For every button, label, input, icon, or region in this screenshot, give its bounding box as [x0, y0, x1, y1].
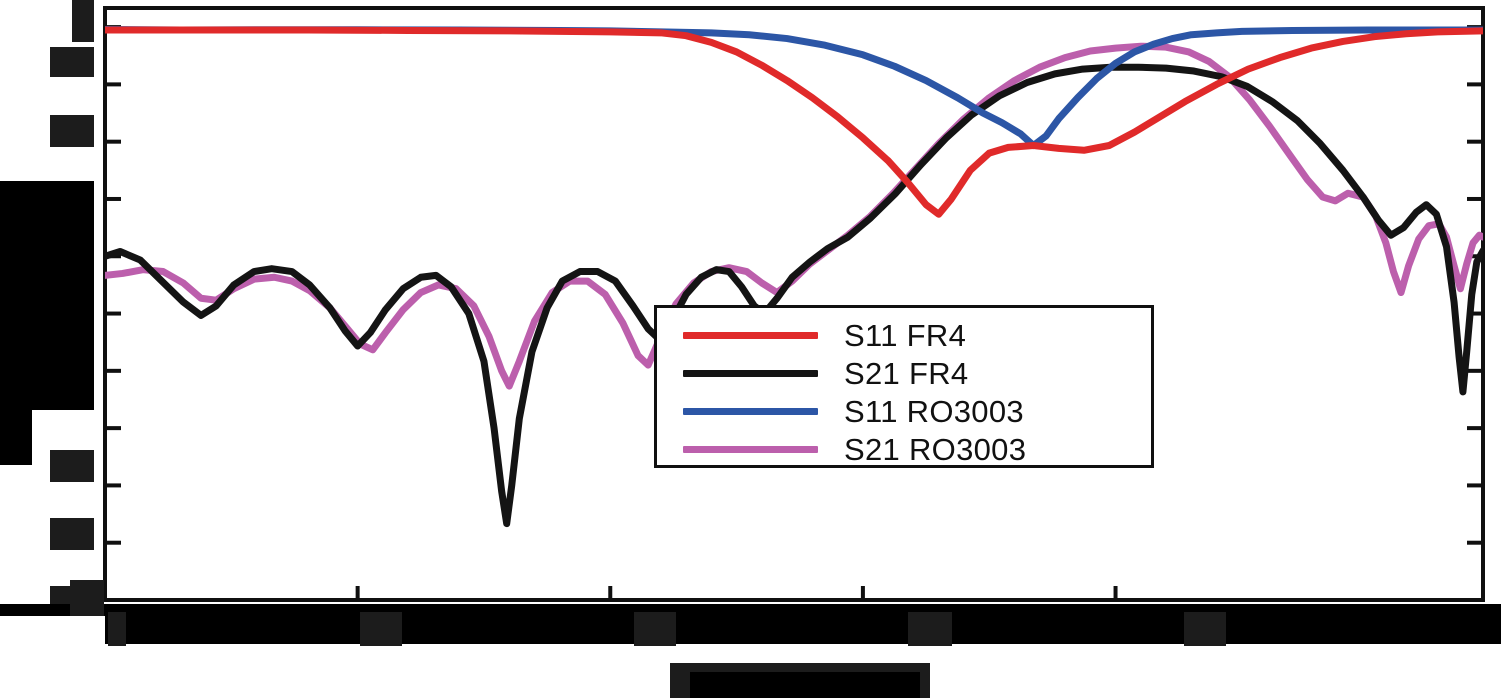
legend-entry-s21-ro3003: S21 RO3003 — [657, 430, 1151, 468]
ytick-label-2-redaction — [50, 115, 94, 147]
legend-entry-s11-ro3003: S11 RO3003 — [657, 392, 1151, 430]
x-axis-title-redaction-core — [690, 672, 920, 698]
xtick-label-3-redaction — [908, 612, 952, 646]
xtick-label-2-redaction — [634, 612, 676, 646]
legend-label-s11-fr4: S11 FR4 — [844, 317, 967, 353]
chart-legend: S11 FR4 S21 FR4 S11 RO3003 S21 RO3003 — [654, 305, 1154, 468]
ytick-label-6-redaction — [50, 450, 94, 482]
ytick-label-7-redaction — [50, 518, 94, 550]
legend-swatch-s11-ro3003 — [683, 407, 818, 415]
ytick-label-4-redaction — [30, 258, 94, 330]
legend-swatch-s21-fr4 — [683, 369, 818, 377]
series-s21-fr4 — [105, 63, 1483, 528]
y-axis-title-redaction-d — [0, 405, 32, 465]
y-axis-title-redaction-c — [0, 330, 34, 410]
ytick-label-3-redaction — [38, 181, 94, 258]
ytick-label-0-redaction — [72, 0, 94, 42]
origin-label-redaction — [70, 580, 104, 616]
y-axis-title-redaction-a — [0, 181, 38, 258]
y-axis-title-redaction-b — [0, 258, 30, 330]
xtick-label-1-redaction — [360, 612, 402, 646]
legend-entry-s21-fr4: S21 FR4 — [657, 354, 1151, 392]
series-s11-fr4 — [105, 26, 1483, 218]
legend-entry-s11-fr4: S11 FR4 — [657, 316, 1151, 354]
xtick-label-0-redaction — [108, 612, 126, 646]
legend-label-s21-fr4: S21 FR4 — [844, 355, 969, 391]
plot-frame — [103, 6, 1485, 602]
series-layer — [105, 25, 1483, 528]
legend-swatch-s11-fr4 — [683, 331, 818, 339]
legend-label-s21-ro3003: S21 RO3003 — [844, 431, 1027, 467]
xtick-labels-redaction-bar — [105, 604, 1501, 644]
ytick-label-5-redaction — [34, 330, 94, 410]
xtick-label-4-redaction — [1184, 612, 1226, 646]
ytick-label-1-redaction — [50, 47, 94, 77]
legend-swatch-s21-ro3003 — [683, 445, 818, 453]
legend-label-s11-ro3003: S11 RO3003 — [844, 393, 1024, 429]
